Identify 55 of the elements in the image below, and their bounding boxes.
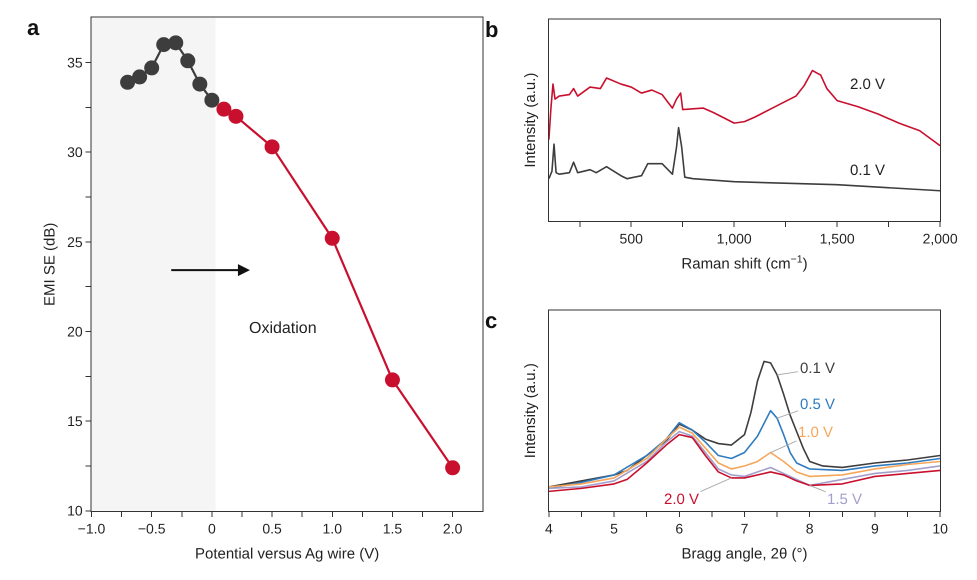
series-label: 0.1 V bbox=[800, 360, 836, 377]
x-tick-label: 1.0 bbox=[322, 520, 342, 537]
x-tick-label: 4 bbox=[544, 520, 553, 537]
x-tick-label: 5 bbox=[610, 520, 618, 537]
point bbox=[168, 35, 184, 50]
point bbox=[216, 102, 232, 117]
annotation: Oxidation bbox=[249, 320, 317, 337]
x-tick-label: 7 bbox=[740, 520, 749, 537]
point bbox=[264, 139, 280, 154]
point bbox=[144, 60, 160, 76]
x-tick-label: 1,500 bbox=[820, 230, 855, 247]
x-axis-title: Raman shift (cm$^{−1}$) bbox=[681, 253, 808, 273]
point bbox=[156, 37, 172, 52]
y-tick-label: 35 bbox=[67, 54, 83, 70]
point bbox=[120, 74, 136, 90]
x-tick-label: −1.0 bbox=[78, 520, 106, 537]
point bbox=[192, 76, 208, 92]
y-axis-title: EMI SE (dB) bbox=[41, 222, 58, 306]
x-tick-label: 0 bbox=[208, 520, 216, 537]
point bbox=[445, 460, 460, 476]
x-tick-label: 8 bbox=[806, 520, 814, 537]
series-label: 0.5 V bbox=[800, 396, 836, 413]
x-tick-label: 500 bbox=[620, 230, 644, 247]
series-label: 1.5 V bbox=[827, 491, 862, 508]
series-label: 1.0 V bbox=[798, 424, 834, 441]
x-tick-label: 2.0 bbox=[442, 520, 463, 537]
series-label: 0.1 V bbox=[850, 162, 886, 179]
x-tick-label: −0.5 bbox=[138, 520, 166, 537]
point bbox=[384, 372, 400, 388]
x-tick-label: 10 bbox=[932, 520, 948, 537]
y-tick-label: 25 bbox=[67, 234, 83, 250]
point bbox=[204, 92, 220, 108]
chart-title: b bbox=[485, 17, 498, 42]
x-tick-label: 0.5 bbox=[262, 520, 282, 537]
series-label: 2.0 V bbox=[664, 491, 700, 508]
y-tick-label: 30 bbox=[67, 144, 83, 160]
y-axis-title: Intensity (a.u.) bbox=[522, 363, 540, 458]
point bbox=[324, 230, 340, 246]
point bbox=[180, 53, 196, 68]
point bbox=[228, 108, 244, 124]
y-tick-label: 20 bbox=[67, 323, 83, 340]
x-tick-label: 1,000 bbox=[716, 230, 752, 247]
x-tick-label: 6 bbox=[675, 520, 684, 537]
y-tick-label: 15 bbox=[67, 413, 83, 430]
x-axis-title: Bragg angle, 2θ (°) bbox=[681, 546, 808, 563]
x-tick-label: 1.5 bbox=[382, 520, 402, 537]
x-tick-label: 9 bbox=[871, 520, 879, 537]
x-tick-label: 2,000 bbox=[922, 230, 958, 247]
chart-title: c bbox=[485, 308, 498, 333]
y-axis-title: Intensity (a.u.) bbox=[522, 72, 540, 168]
y-tick-label: 10 bbox=[67, 502, 83, 519]
series-label: 2.0 V bbox=[850, 76, 886, 93]
point bbox=[132, 69, 148, 84]
x-axis-title: Potential versus Ag wire (V) bbox=[194, 546, 380, 563]
chart-title: a bbox=[27, 15, 40, 40]
